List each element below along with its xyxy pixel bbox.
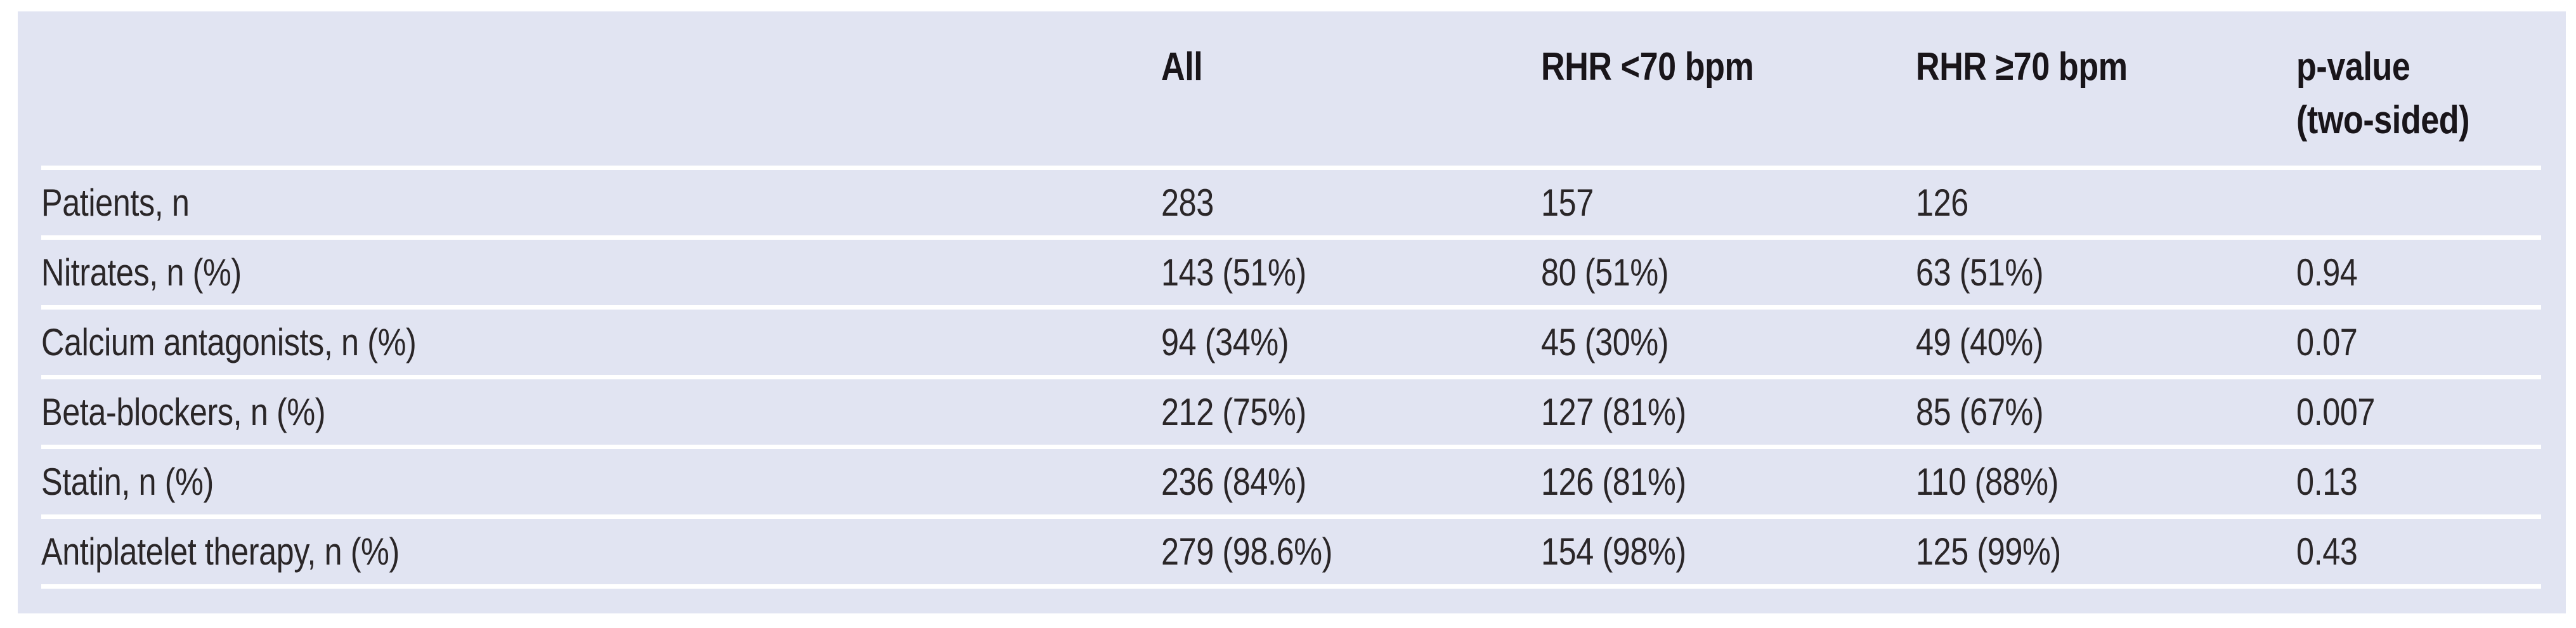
cell-pvalue: 0.94 <box>2296 237 2541 310</box>
cell-pvalue-text: 0.007 <box>2296 391 2375 433</box>
cell-all-text: 236 (84%) <box>1161 461 1306 503</box>
cell-rhr-lt70: 154 (98%) <box>1541 516 1916 589</box>
cell-pvalue-text: 0.94 <box>2296 251 2358 294</box>
table-row-patients: Patients, n 283 157 126 <box>41 167 2541 240</box>
table-row-beta-blockers: Beta-blockers, n (%) 212 (75%) 127 (81%)… <box>41 377 2541 449</box>
header-col-pvalue-line1: p-value <box>2296 45 2410 89</box>
cell-all-text: 279 (98.6%) <box>1161 530 1332 573</box>
cell-pvalue-text: 0.43 <box>2296 530 2358 573</box>
cell-all: 212 (75%) <box>1161 377 1542 449</box>
header-row-label <box>41 11 1162 170</box>
cell-all-text: 143 (51%) <box>1161 251 1306 294</box>
table-row-nitrates: Nitrates, n (%) 143 (51%) 80 (51%) 63 (5… <box>41 237 2541 310</box>
cell-pvalue: 0.07 <box>2296 307 2541 379</box>
cell-rhr-lt70: 45 (30%) <box>1541 307 1916 379</box>
cell-rhr-lt70: 126 (81%) <box>1541 447 1916 519</box>
cell-all-text: 212 (75%) <box>1161 391 1306 433</box>
row-label-cell: Antiplatelet therapy, n (%) <box>41 516 1162 589</box>
row-label-text: Nitrates, n (%) <box>41 251 242 294</box>
cell-pvalue-text: 0.07 <box>2296 321 2358 363</box>
cell-all: 143 (51%) <box>1161 237 1542 310</box>
table-row-calcium-antagonists: Calcium antagonists, n (%) 94 (34%) 45 (… <box>41 307 2541 379</box>
cell-rhr-lt70-text: 126 (81%) <box>1541 461 1686 503</box>
cell-pvalue <box>2296 167 2541 240</box>
header-col-all-line1: All <box>1161 45 1203 89</box>
cell-rhr-ge70-text: 126 <box>1916 181 1969 224</box>
cell-rhr-lt70-text: 157 <box>1541 181 1594 224</box>
cell-rhr-ge70: 126 <box>1916 167 2296 240</box>
cell-all: 94 (34%) <box>1161 307 1542 379</box>
cell-rhr-lt70-text: 80 (51%) <box>1541 251 1669 294</box>
table-band: All RHR <70 bpm RHR ≥70 bpm p-value (two… <box>18 11 2566 613</box>
row-label-cell: Nitrates, n (%) <box>41 237 1162 310</box>
row-label-text: Statin, n (%) <box>41 461 214 503</box>
header-col-pvalue-line2: (two-sided) <box>2296 98 2470 142</box>
cell-rhr-ge70: 110 (88%) <box>1916 447 2296 519</box>
row-label-cell: Beta-blockers, n (%) <box>41 377 1162 449</box>
cell-rhr-lt70-text: 154 (98%) <box>1541 530 1686 573</box>
cell-rhr-ge70: 125 (99%) <box>1916 516 2296 589</box>
cell-rhr-lt70: 157 <box>1541 167 1916 240</box>
row-label-cell: Patients, n <box>41 167 1162 240</box>
cell-pvalue: 0.007 <box>2296 377 2541 449</box>
cell-rhr-ge70-text: 85 (67%) <box>1916 391 2044 433</box>
table-header: All RHR <70 bpm RHR ≥70 bpm p-value (two… <box>41 11 2541 170</box>
row-label-cell: Calcium antagonists, n (%) <box>41 307 1162 379</box>
header-col-pvalue: p-value (two-sided) <box>2296 11 2541 170</box>
header-col-rhr-lt70-line1: RHR <70 bpm <box>1541 45 1754 89</box>
cell-rhr-lt70-text: 45 (30%) <box>1541 321 1669 363</box>
cell-pvalue: 0.13 <box>2296 447 2541 519</box>
header-col-rhr-lt70: RHR <70 bpm <box>1541 11 1916 170</box>
cell-rhr-ge70: 49 (40%) <box>1916 307 2296 379</box>
row-label-text: Calcium antagonists, n (%) <box>41 321 417 363</box>
cell-all: 236 (84%) <box>1161 447 1542 519</box>
cell-rhr-ge70: 63 (51%) <box>1916 237 2296 310</box>
table-body: Patients, n 283 157 126 Nitrates, n (%) … <box>41 167 2541 589</box>
header-col-rhr-ge70: RHR ≥70 bpm <box>1916 11 2296 170</box>
cell-all-text: 94 (34%) <box>1161 321 1289 363</box>
cell-all: 279 (98.6%) <box>1161 516 1542 589</box>
cell-rhr-ge70-text: 110 (88%) <box>1916 461 2059 503</box>
table-row-statin: Statin, n (%) 236 (84%) 126 (81%) 110 (8… <box>41 447 2541 519</box>
row-label-text: Beta-blockers, n (%) <box>41 391 326 433</box>
row-label-text: Antiplatelet therapy, n (%) <box>41 530 400 573</box>
row-label-cell: Statin, n (%) <box>41 447 1162 519</box>
cell-rhr-ge70: 85 (67%) <box>1916 377 2296 449</box>
cell-rhr-ge70-text: 125 (99%) <box>1916 530 2062 573</box>
medication-table: All RHR <70 bpm RHR ≥70 bpm p-value (two… <box>41 11 2541 589</box>
cell-rhr-lt70: 127 (81%) <box>1541 377 1916 449</box>
cell-rhr-lt70: 80 (51%) <box>1541 237 1916 310</box>
cell-all-text: 283 <box>1161 181 1214 224</box>
cell-pvalue: 0.43 <box>2296 516 2541 589</box>
header-col-all: All <box>1161 11 1542 170</box>
cell-rhr-ge70-text: 49 (40%) <box>1916 321 2044 363</box>
cell-pvalue-text: 0.13 <box>2296 461 2358 503</box>
row-label-text: Patients, n <box>41 181 190 224</box>
cell-rhr-lt70-text: 127 (81%) <box>1541 391 1686 433</box>
table-row-antiplatelet-therapy: Antiplatelet therapy, n (%) 279 (98.6%) … <box>41 516 2541 589</box>
header-col-rhr-ge70-line1: RHR ≥70 bpm <box>1916 45 2128 89</box>
header-row: All RHR <70 bpm RHR ≥70 bpm p-value (two… <box>41 11 2541 170</box>
cell-all: 283 <box>1161 167 1542 240</box>
cell-rhr-ge70-text: 63 (51%) <box>1916 251 2044 294</box>
